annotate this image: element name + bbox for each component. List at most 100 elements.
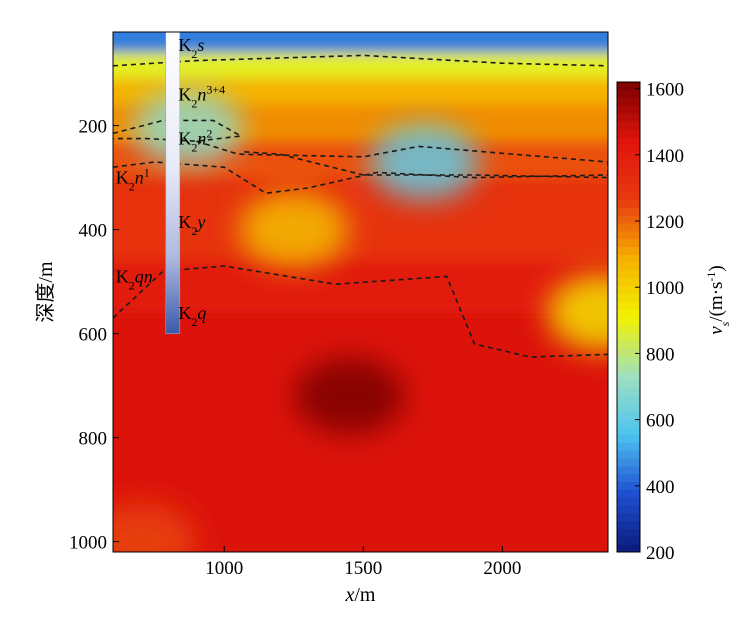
colorbar-swatch [617,520,640,529]
colorbar-swatch [617,293,640,302]
colorbar-swatch [617,371,640,381]
strata-label: K2n3+4 [178,82,225,110]
colorbar-swatch [617,207,640,216]
strata-label: K2qn [116,266,153,292]
colorbar-label-unit: /(m·s [706,282,727,322]
colorbar-swatch [617,458,640,467]
x-tick-label: 1500 [344,558,382,579]
colorbar-swatch [617,238,640,247]
colorbar-tick-label: 600 [646,411,675,432]
y-tick-label: 1000 [69,533,107,554]
velocity-layer [113,52,608,79]
colorbar-swatch [617,121,640,130]
layer-boundary-line [113,265,608,358]
colorbar-swatch [617,505,640,514]
y-tick-label: 800 [79,429,108,450]
y-axis-label: 深度/m [34,261,57,323]
colorbar-swatch [617,277,640,287]
colorbar-swatch [617,473,640,482]
colorbar-swatch [617,199,640,208]
strata-label: K2n2 [178,127,212,155]
colorbar-swatch [617,160,640,169]
colorbar-label-var: v [706,326,727,335]
colorbar-swatch [617,246,640,255]
colorbar-tick-label: 400 [646,477,675,498]
strata-label: K2s [178,35,204,61]
colorbar-swatch [617,418,640,428]
velocity-anomaly [113,503,196,552]
x-axis-ticks: 1000 1500 2000 [205,546,521,579]
colorbar-swatch [617,536,640,545]
colorbar-swatch [617,426,640,435]
colorbar-swatch [617,105,640,114]
layer-boundary-line [113,119,244,143]
colorbar-swatch [617,285,640,294]
colorbar-swatch [617,403,640,412]
x-tick-label: 1000 [205,558,243,579]
colorbar-swatch [617,301,640,310]
colorbar-swatch [617,465,640,475]
colorbar-swatch [617,168,640,177]
x-axis-label: x/m [344,584,375,606]
colorbar-swatch [617,348,640,357]
borehole-column [165,31,181,334]
colorbar-swatch [617,223,640,232]
colorbar-ticks: 200 400 600 800 1000 1200 1400 1600 [635,80,684,564]
colorbar-tick-label: 200 [646,543,675,564]
colorbar-swatch [617,434,640,443]
colorbar-swatch [617,411,640,420]
colorbar-swatch [617,215,640,224]
colorbar-swatch [617,152,640,161]
velocity-field [113,32,608,552]
colorbar-tick-label: 800 [646,344,675,365]
colorbar-swatch [617,230,640,240]
colorbar-swatch [617,356,640,365]
plot-frame [112,31,609,553]
x-axis-label-var: x [344,584,354,606]
velocity-anomaly [547,274,608,351]
colorbar-swatch [617,317,640,326]
colorbar-swatch [617,129,640,138]
colorbar-swatch [617,387,640,396]
strata-label: K2y [178,212,205,238]
velocity-anomaly [238,191,349,268]
colorbar-swatch [617,364,640,373]
colorbar-tick-label: 1000 [646,278,684,299]
colorbar-swatch [617,82,640,91]
colorbar-swatch [617,395,640,404]
colorbar-swatch [617,270,640,279]
colorbar-tick-label: 1400 [646,146,684,167]
colorbar-swatch [617,544,640,553]
colorbar-swatch [617,113,640,122]
x-tick-label: 2000 [483,558,521,579]
colorbar-swatch [617,481,640,490]
strata-label: K2n1 [116,166,150,194]
colorbar-frame [616,81,641,553]
colorbar-label: vs/(m·s-1) [704,265,732,335]
colorbar-swatch [617,489,640,498]
colorbar-tick-label: 1200 [646,212,684,233]
colorbar-swatch [617,379,640,388]
borehole [165,31,181,334]
colorbar-swatch [617,332,640,341]
layer-boundary-line [113,161,608,195]
colorbar-swatch [617,176,640,185]
strata-labels: K2s K2n3+4 K2n2 K2n1 K2y K2qn K2q [116,35,225,329]
colorbar-swatch [617,340,640,349]
colorbar-swatch [617,191,640,200]
colorbar-swatch [617,497,640,506]
y-axis-ticks: 200 400 600 800 1000 [69,117,119,554]
y-tick-label: 200 [79,117,108,138]
strata-label: K2q [178,303,206,329]
colorbar-swatch [617,144,640,153]
velocity-layer [113,32,608,53]
velocity-anomaly [369,124,480,200]
velocity-layer [113,177,608,261]
colorbar [617,82,640,553]
velocity-layer [113,260,608,313]
colorbar-swatch [617,528,640,537]
colorbar-swatch [617,262,640,271]
colorbar-tick-label: 1600 [646,80,684,101]
